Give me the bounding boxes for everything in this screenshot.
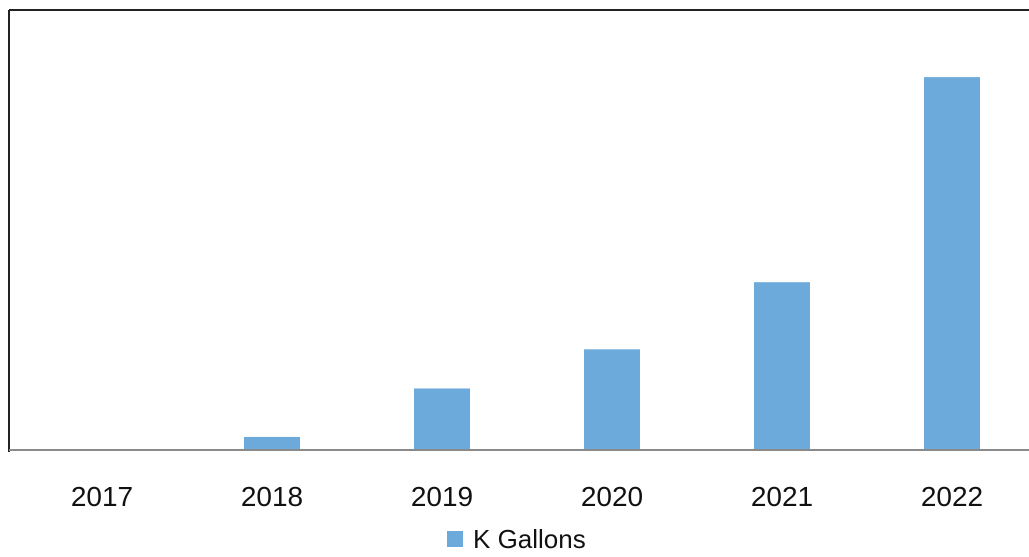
legend: K Gallons [447, 524, 586, 554]
bar-2019 [414, 388, 470, 450]
bar-2018 [244, 436, 300, 450]
x-tick-label-2021: 2021 [751, 481, 813, 512]
x-tick-labels: 2017 2018 2019 2020 2021 2022 [71, 481, 983, 512]
x-tick-label-2019: 2019 [411, 481, 473, 512]
legend-swatch [447, 531, 463, 547]
x-tick-label-2017: 2017 [71, 481, 133, 512]
x-tick-label-2018: 2018 [241, 481, 303, 512]
x-tick-label-2020: 2020 [581, 481, 643, 512]
x-tick-label-2022: 2022 [921, 481, 983, 512]
bar-2022 [924, 77, 980, 450]
legend-label-k-gallons: K Gallons [473, 524, 586, 552]
bars-layer [244, 77, 980, 450]
bar-2020 [584, 349, 640, 450]
bar-2021 [754, 282, 810, 450]
plot-frame [8, 9, 1029, 452]
